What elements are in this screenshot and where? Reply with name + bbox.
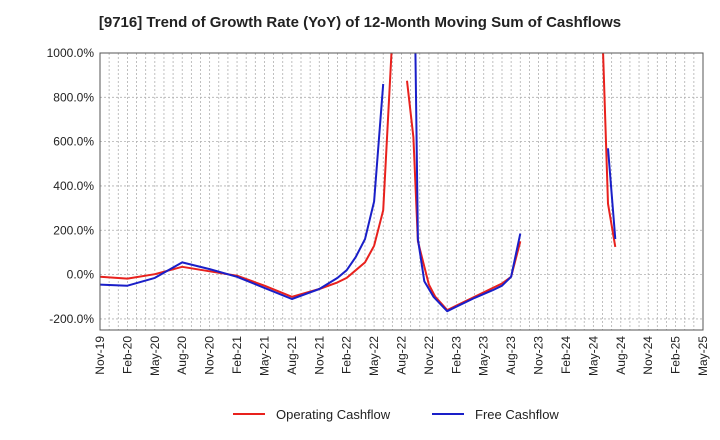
series-line-free-cashflow — [414, 53, 522, 313]
x-tick-label: May-25 — [696, 336, 710, 376]
series-line-operating-cashflow — [602, 53, 617, 248]
legend-label-free: Free Cashflow — [475, 407, 559, 422]
x-tick-label: Feb-20 — [120, 336, 134, 374]
x-tick-label: May-21 — [257, 336, 271, 376]
chart-title: [9716] Trend of Growth Rate (YoY) of 12-… — [98, 14, 622, 31]
x-tick-label: May-23 — [477, 336, 491, 376]
x-tick-label: Feb-23 — [449, 336, 463, 374]
x-tick-label: Aug-24 — [614, 336, 628, 375]
x-tick-label: May-22 — [367, 336, 381, 376]
series-layer — [100, 53, 617, 313]
x-tick-label: Nov-23 — [532, 336, 546, 375]
x-tick-label: Aug-23 — [504, 336, 518, 375]
plot-area-border — [99, 52, 704, 331]
x-tick-label: Feb-24 — [559, 336, 573, 374]
y-tick-label: 800.0% — [53, 90, 94, 104]
x-tick-label: Aug-22 — [395, 336, 409, 375]
x-tick-label: Feb-22 — [340, 336, 354, 374]
y-tick-label: 600.0% — [53, 135, 94, 149]
x-tick-label: Nov-21 — [312, 336, 326, 375]
y-tick-label: 0.0% — [67, 268, 95, 282]
x-tick-label: Feb-21 — [230, 336, 244, 374]
axis-layer: -200.0% 0.0% 200.0% 400.0% 600.0% 800.0% 1000.… — [47, 46, 710, 376]
x-tick-label: Nov-19 — [93, 336, 107, 375]
y-tick-label: 400.0% — [53, 179, 94, 193]
y-tick-label: -200.0% — [49, 312, 94, 326]
series-line-free-cashflow — [607, 148, 617, 240]
y-tick-label: 1000.0% — [47, 46, 95, 60]
legend-label-operating: Operating Cashflow — [276, 407, 391, 422]
x-tick-label: Nov-20 — [203, 336, 217, 375]
x-tick-label: Nov-24 — [641, 336, 655, 375]
series-line-free-cashflow — [100, 83, 385, 300]
grid-layer — [99, 52, 704, 330]
x-tick-label: Feb-25 — [669, 336, 683, 374]
x-tick-label: May-24 — [586, 336, 600, 376]
x-tick-label: Aug-20 — [175, 336, 189, 375]
x-tick-label: Nov-22 — [422, 336, 436, 375]
legend: Operating Cashflow Free Cashflow — [233, 407, 559, 422]
x-tick-label: May-20 — [148, 336, 162, 376]
y-tick-label: 200.0% — [53, 223, 94, 237]
x-tick-label: Aug-21 — [285, 336, 299, 375]
